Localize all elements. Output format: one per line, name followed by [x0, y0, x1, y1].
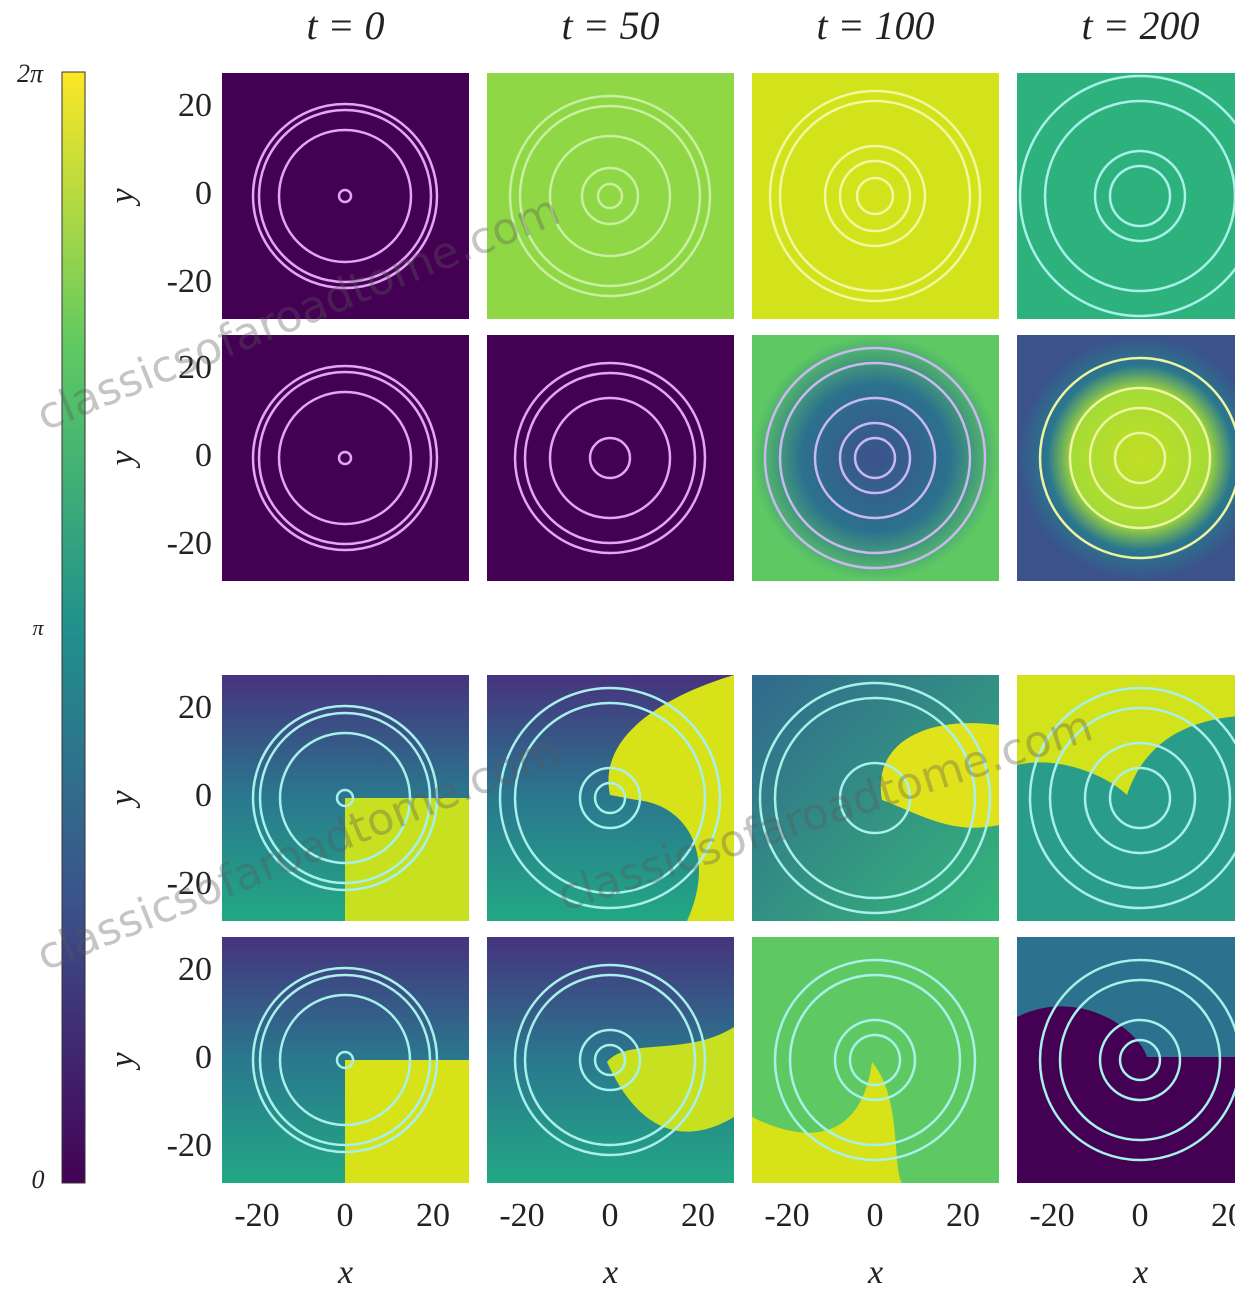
- panel: [1017, 73, 1235, 319]
- panel: [222, 937, 469, 1183]
- colorbar-label: 0: [32, 1165, 45, 1194]
- panel-background: [752, 335, 999, 581]
- x-tick-label: 0: [337, 1197, 354, 1234]
- x-tick-label: 0: [867, 1197, 884, 1234]
- panel: [752, 335, 999, 581]
- panel: [487, 937, 734, 1183]
- panel: [487, 335, 734, 581]
- y-axis-label: y: [104, 188, 141, 207]
- y-tick-label: 0: [195, 777, 212, 814]
- colorbar: [62, 72, 85, 1183]
- panel: [222, 335, 469, 581]
- x-tick-label: -20: [764, 1197, 809, 1234]
- y-axis-label: y: [104, 790, 141, 809]
- y-tick-label: 0: [195, 175, 212, 212]
- panel: [752, 937, 999, 1183]
- panel: [752, 73, 999, 319]
- y-axis-label: y: [104, 1052, 141, 1071]
- column-title: t = 50: [561, 3, 659, 48]
- y-tick-label: -20: [167, 263, 212, 300]
- panel-background: [752, 73, 999, 319]
- y-tick-label: 20: [178, 689, 212, 726]
- column-title: t = 0: [306, 3, 384, 48]
- x-axis-label: x: [602, 1254, 618, 1290]
- y-tick-label: 0: [195, 437, 212, 474]
- x-tick-label: 20: [946, 1197, 980, 1234]
- y-tick-label: 0: [195, 1039, 212, 1076]
- y-tick-label: -20: [167, 1127, 212, 1164]
- x-tick-label: 0: [1132, 1197, 1149, 1234]
- y-axis-label: y: [104, 450, 141, 469]
- x-tick-label: -20: [499, 1197, 544, 1234]
- y-tick-label: 20: [178, 87, 212, 124]
- x-tick-label: 20: [416, 1197, 450, 1234]
- panel-background: [1017, 335, 1235, 581]
- figure: 2π π 0 t = 0 -20 0 20 x t = 50 -20 0 20 x t = 100 -…: [0, 0, 1235, 1290]
- x-tick-label: 20: [681, 1197, 715, 1234]
- panel-background: [1017, 73, 1235, 319]
- column-title: t = 200: [1081, 3, 1199, 48]
- panel: [1017, 937, 1235, 1183]
- colorbar-label: 2π: [17, 59, 44, 88]
- colorbar-label: π: [32, 615, 44, 640]
- x-axis-label: x: [337, 1254, 353, 1290]
- x-axis-label: x: [1132, 1254, 1148, 1290]
- x-tick-label: 0: [602, 1197, 619, 1234]
- column-title: t = 100: [816, 3, 934, 48]
- x-tick-label: -20: [234, 1197, 279, 1234]
- y-tick-label: -20: [167, 525, 212, 562]
- panel: [1017, 335, 1235, 581]
- y-tick-label: 20: [178, 951, 212, 988]
- x-axis-label: x: [867, 1254, 883, 1290]
- x-tick-label: 20: [1211, 1197, 1235, 1234]
- panels: [222, 73, 1235, 1183]
- x-tick-label: -20: [1029, 1197, 1074, 1234]
